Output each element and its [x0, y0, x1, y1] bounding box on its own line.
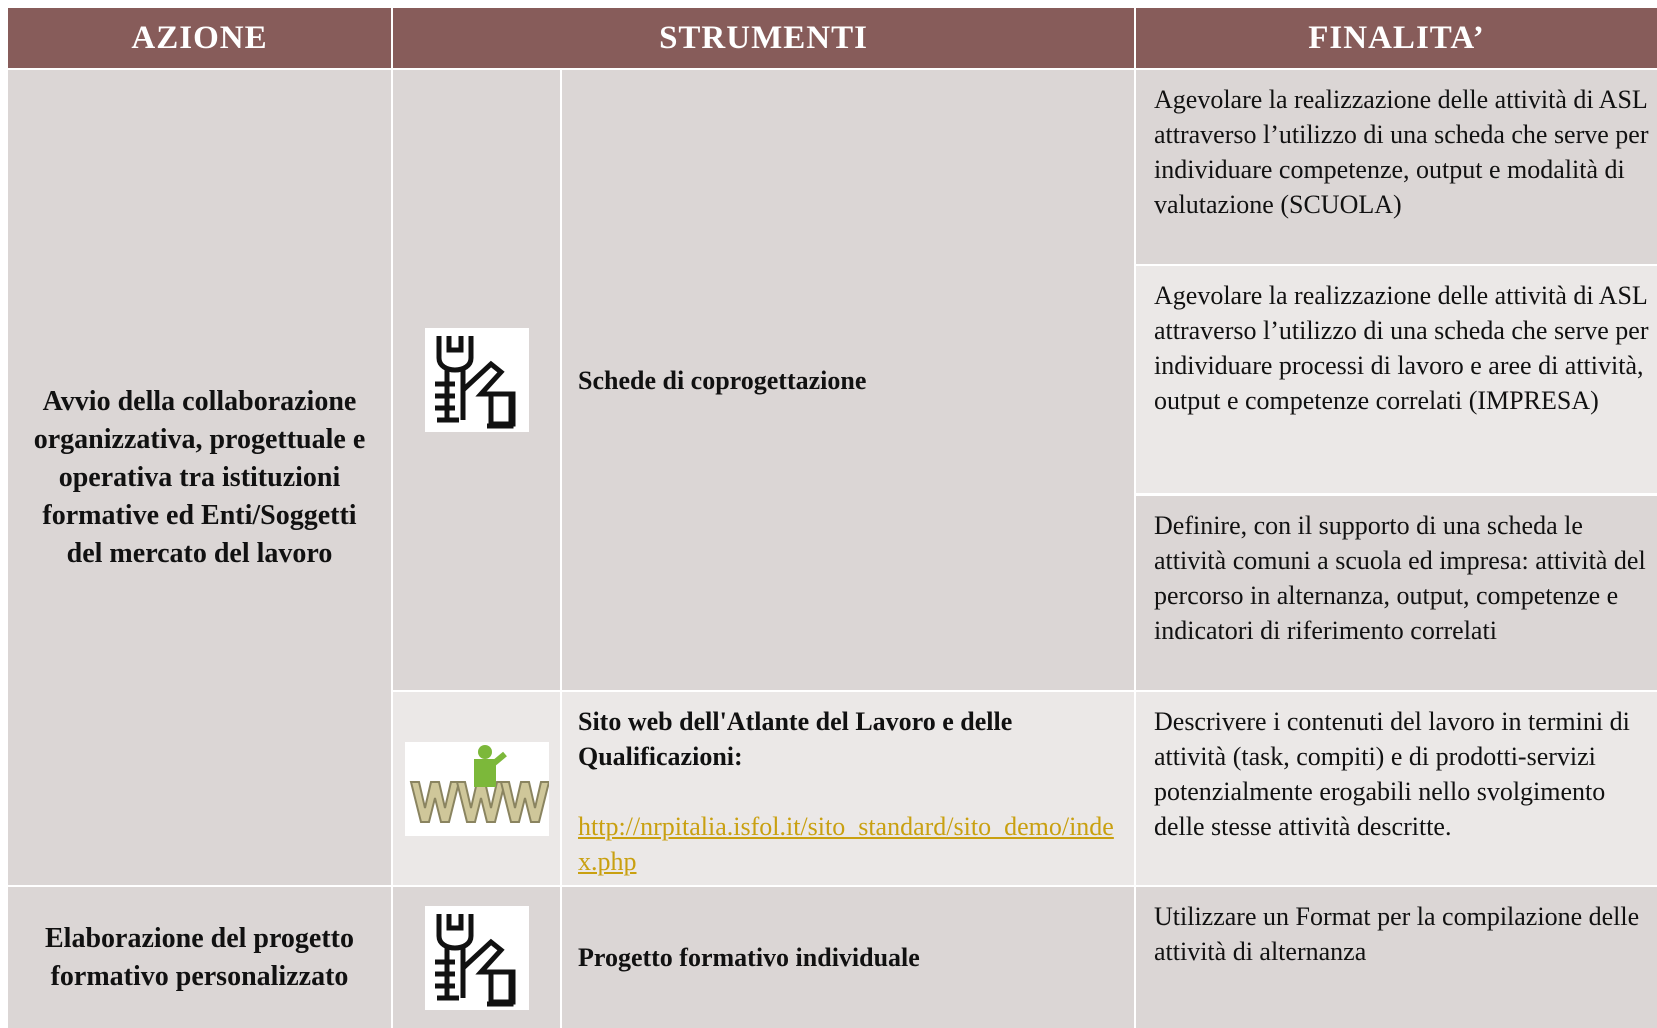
action-cell: Elaborazione del progetto formativo pers… — [8, 887, 391, 1028]
header-cell: AZIONE — [8, 8, 391, 68]
tool-link[interactable]: http://nrpitalia.isfol.it/sito_standard/… — [578, 812, 1114, 876]
purpose: Agevolare la realizzazione delle attivit… — [1136, 70, 1657, 264]
icon-cell — [393, 692, 560, 885]
purpose: Utilizzare un Format per la compilazione… — [1136, 887, 1657, 1028]
web-icon — [404, 741, 549, 836]
action-cell: Avvio della collaborazione organizzativa… — [8, 70, 391, 885]
tool-icon — [424, 905, 529, 1010]
icon-cell — [393, 887, 560, 1028]
purpose: Agevolare la realizzazione delle attivit… — [1136, 266, 1657, 493]
tool-name: Sito web dell'Atlante del Lavoro e delle… — [578, 707, 1013, 771]
header-cell: STRUMENTI — [393, 8, 1134, 68]
purpose: Definire, con il supporto di una scheda … — [1136, 496, 1657, 690]
purpose: Descrivere i contenuti del lavoro in ter… — [1136, 692, 1657, 885]
tool-name: Progetto formativo individuale — [562, 887, 1134, 1028]
icon-cell — [393, 70, 560, 690]
tool-icon — [424, 328, 529, 432]
tool-cell: Sito web dell'Atlante del Lavoro e delle… — [562, 692, 1134, 885]
tool-name: Schede di coprogettazione — [562, 70, 1134, 690]
header-cell: FINALITA’ — [1136, 8, 1657, 68]
